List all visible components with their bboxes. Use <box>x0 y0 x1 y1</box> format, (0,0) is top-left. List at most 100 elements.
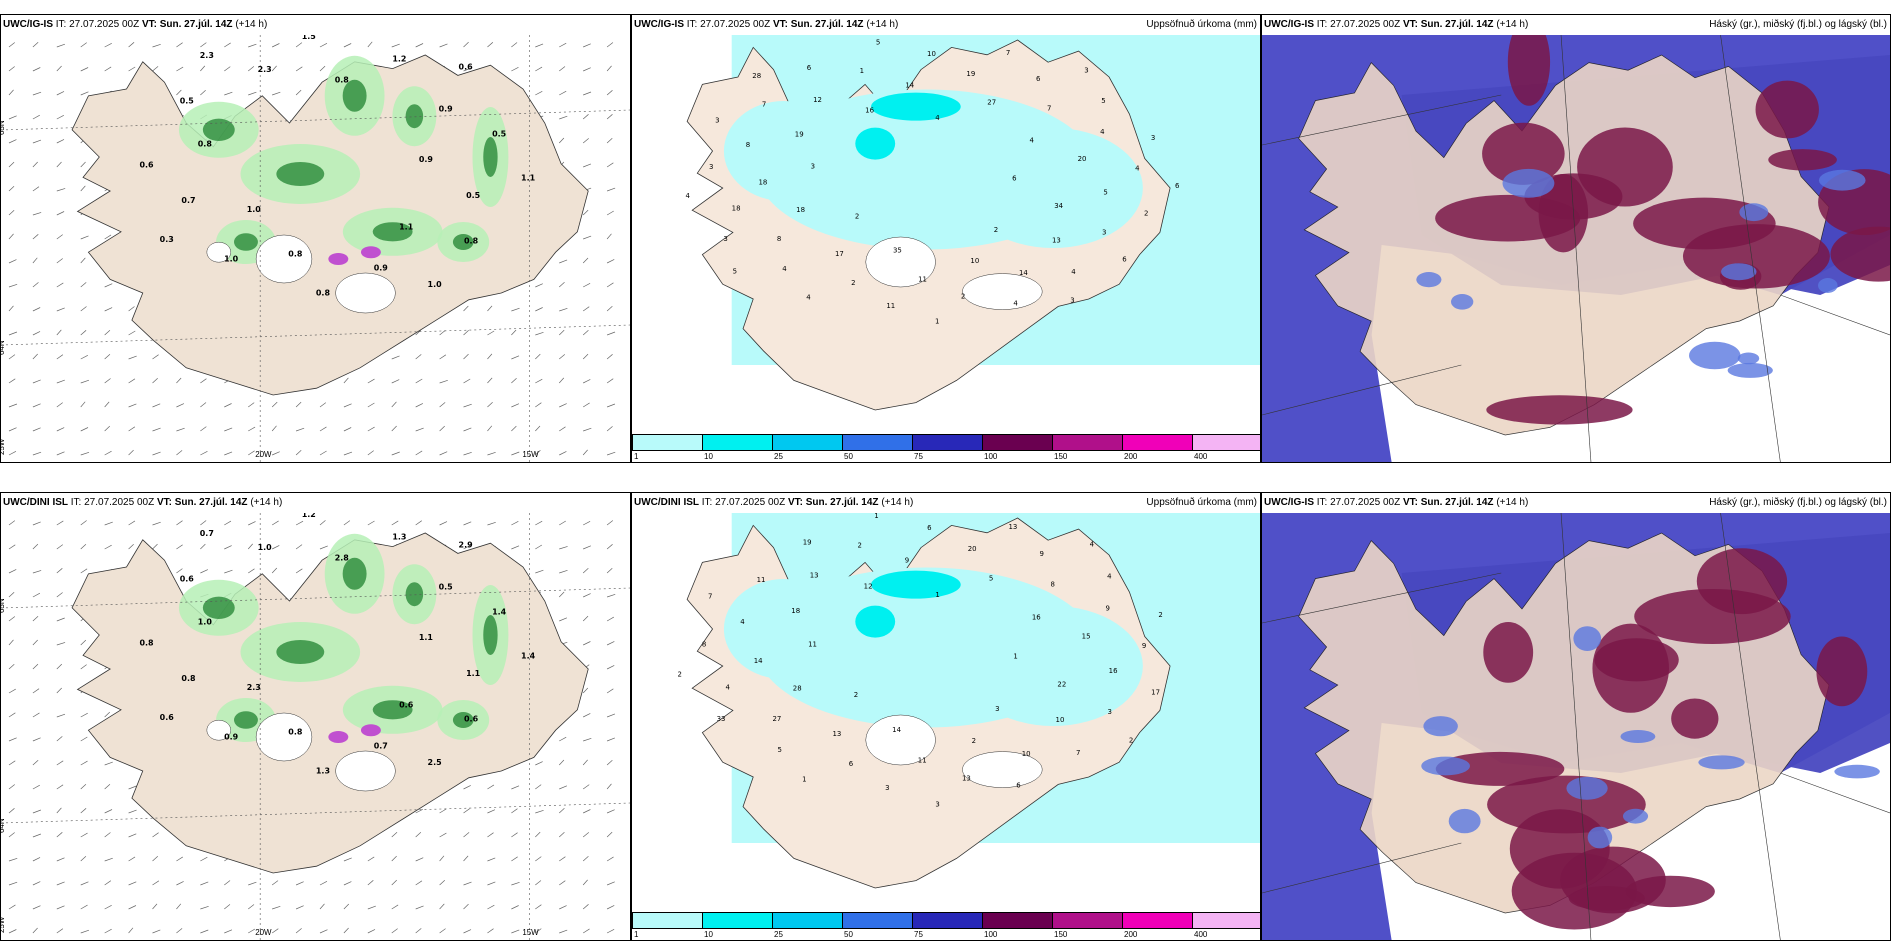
grid-line <box>1262 94 1502 146</box>
precip-value-label: 19 <box>803 539 812 547</box>
wind-barb <box>8 209 15 216</box>
wind-barb <box>224 403 232 408</box>
high-cloud-area <box>1435 751 1565 786</box>
precip-value-label: 20 <box>1078 155 1087 163</box>
wind-barb <box>583 593 591 598</box>
wind-barb <box>56 282 64 288</box>
wind-barb <box>487 42 494 48</box>
axis-lat-label: 64N <box>1 340 6 355</box>
wind-barb <box>415 905 424 910</box>
wind-barb <box>32 282 39 288</box>
rain-value-label: 2.3 <box>247 683 261 692</box>
wind-barb <box>606 306 613 312</box>
rain-value-label: 1.2 <box>392 55 406 64</box>
precip-value-label: 9 <box>905 557 909 565</box>
wind-barb <box>511 785 520 790</box>
wind-barb <box>439 903 445 910</box>
precip-value-label: 1 <box>874 513 878 520</box>
wind-barb <box>559 66 566 72</box>
rain-value-label: 0.8 <box>139 638 154 647</box>
wind-barb <box>104 904 112 910</box>
precip-value-label: 2 <box>972 737 976 745</box>
wind-barb <box>80 543 87 550</box>
rain-value-label: 0.6 <box>180 575 195 584</box>
wind-barb <box>487 832 494 838</box>
rain-value-label: 2.9 <box>459 540 474 549</box>
wind-barb <box>511 307 520 312</box>
wind-barb <box>606 162 614 168</box>
wind-barb <box>583 545 591 550</box>
rain-area-heavy <box>202 596 235 619</box>
rain-value-label: 2.3 <box>200 51 214 60</box>
rain-value-label: 1.1 <box>399 223 413 232</box>
valid-time: Sun. 27.júl. 14Z <box>805 497 879 508</box>
wind-barb <box>248 928 256 934</box>
colorbar-swatch <box>1192 912 1260 929</box>
wind-barb <box>8 139 17 144</box>
wind-barb <box>463 305 469 312</box>
wind-barb <box>606 881 615 886</box>
wind-barb <box>176 89 182 96</box>
low-cloud-area <box>1834 764 1880 779</box>
initial-time: IT: 27.07.2025 00Z <box>1314 497 1403 508</box>
panel-clouds-igis-top: UWC/IG-IS IT: 27.07.2025 00Z VT: Sun. 27… <box>1261 14 1891 463</box>
wind-barb <box>415 427 424 432</box>
glacier <box>206 241 232 263</box>
wind-barb <box>32 570 42 574</box>
wind-barb <box>104 544 112 550</box>
low-cloud-area <box>1689 341 1741 370</box>
wind-barb <box>559 929 568 934</box>
valid-time-label: VT: <box>787 497 806 508</box>
precip-value-label: 7 <box>1047 104 1051 112</box>
axis-lat-label: 65N <box>1 598 6 613</box>
valid-time-label: VT: <box>141 19 160 30</box>
precip-value-label: 27 <box>772 715 781 723</box>
wind-barb <box>391 831 398 838</box>
wind-barb <box>559 569 568 574</box>
wind-barb <box>248 881 257 886</box>
rain-area-heavy <box>372 222 413 242</box>
wind-barb <box>32 257 38 264</box>
wind-barb <box>56 307 65 312</box>
grid-line <box>1720 513 1781 940</box>
low-cloud-area <box>1421 756 1470 776</box>
panel-header: UWC/IG-IS IT: 27.07.2025 00Z VT: Sun. 27… <box>632 15 1260 35</box>
wind-barb <box>152 903 158 910</box>
precip-value-label: 7 <box>1076 749 1080 757</box>
wind-barb <box>583 427 592 432</box>
wind-barb <box>582 904 589 910</box>
wind-barb <box>128 809 137 814</box>
wind-barb <box>128 543 134 550</box>
high-cloud-area <box>1625 875 1715 908</box>
panel-subtitle: Uppsöfnuð úrkoma (mm) <box>1146 19 1257 30</box>
wind-barb <box>104 329 111 336</box>
colorbar-tick-label: 100 <box>984 452 998 461</box>
wind-barb <box>56 234 63 240</box>
wind-barb <box>343 927 349 934</box>
wind-barb <box>56 451 65 456</box>
model-name: UWC/IG-IS <box>1264 19 1314 30</box>
wind-barb <box>463 451 472 456</box>
valid-time: Sun. 27.júl. 14Z <box>159 19 233 30</box>
wind-barb <box>439 425 445 432</box>
wind-barb <box>224 451 233 456</box>
wind-barb <box>8 784 15 790</box>
wind-barb <box>8 712 16 718</box>
wind-barb <box>152 880 160 886</box>
wind-barb <box>415 520 422 526</box>
wind-barb <box>582 615 589 622</box>
wind-barb <box>8 161 15 168</box>
colorbar-tick-label: 400 <box>1194 930 1208 939</box>
wind-barb <box>535 425 541 432</box>
rain-value-label: 0.3 <box>160 235 174 244</box>
precip-area-moderate <box>871 570 961 599</box>
axis-lon-label: 20W <box>255 928 272 937</box>
glacier <box>335 750 396 792</box>
high-cloud-area <box>1482 122 1565 185</box>
model-name: UWC/DINI ISL <box>3 497 68 508</box>
wind-barb <box>271 520 279 526</box>
wind-barb <box>80 760 88 766</box>
initial-time: IT: 27.07.2025 00Z <box>53 19 142 30</box>
wind-barb <box>559 307 568 312</box>
wind-barb <box>606 688 614 694</box>
